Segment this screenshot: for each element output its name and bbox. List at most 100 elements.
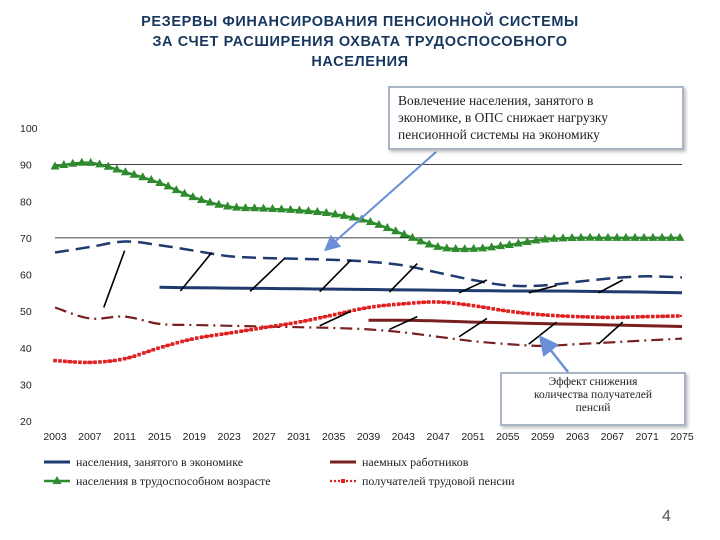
callout-involvement-line-2: экономике, в ОПС снижает нагрузку [398,110,609,125]
series-marker [442,243,452,252]
series-marker [406,301,411,306]
series-marker [122,356,127,361]
connector-line [319,310,352,327]
series-marker [93,360,97,365]
callout-effect-line-3: пенсий [575,402,611,414]
series-marker [382,303,386,308]
series-marker [655,314,660,319]
series-marker [330,209,340,218]
chart-series [50,157,685,365]
x-tick-label: 2051 [461,431,485,443]
callout-involvement: Вовлечение населения, занятого в экономи… [388,86,684,150]
series-marker [223,201,233,210]
series-marker [323,314,327,319]
series-marker [461,302,466,307]
series-marker [426,300,431,304]
series-marker [571,314,575,319]
series-marker [621,315,625,320]
series-marker [328,313,332,318]
series-marker [73,360,77,364]
series-marker [486,306,491,310]
series-marker [205,197,215,206]
series-marker [603,232,613,241]
series-marker [541,313,545,317]
series-marker [180,339,184,344]
series-marker [675,314,680,318]
series-marker [460,244,470,253]
series-marker [339,210,349,219]
connector-line [528,284,557,294]
series-marker [431,300,436,304]
series-marker [411,301,416,305]
series-marker [312,206,322,215]
series-marker [576,314,580,319]
series-marker [576,232,586,241]
x-tick-label: 2055 [496,431,520,443]
x-tick-label: 2007 [78,431,102,443]
x-tick-label: 2043 [392,431,416,443]
slide-title: РЕЗЕРВЫ ФИНАНСИРОВАНИЯ ПЕНСИОННОЙ СИСТЕМ… [40,12,680,72]
series-marker [581,314,585,319]
series-marker [190,337,194,341]
series-marker [258,203,268,212]
series-marker [294,205,304,214]
series-marker [501,308,505,313]
series-marker [298,319,303,324]
series-marker [352,308,357,313]
series-marker [77,157,87,166]
series-marker [416,300,421,305]
x-tick-label: 2063 [566,431,590,443]
legend-label: наемных работников [362,455,469,469]
series-line [54,306,683,348]
series-marker [103,359,107,364]
series-marker [318,315,322,320]
series-marker [98,360,102,364]
series-marker [151,347,156,352]
series-marker [611,315,615,320]
series-marker [377,304,381,308]
page-number: 4 [662,508,671,525]
series-marker [68,359,72,364]
callout-arrows [324,151,569,373]
legend-label: населения, занятого в экономике [76,455,243,469]
series-marker [496,307,500,312]
series-line [54,161,682,251]
series-marker [278,323,283,327]
series-marker [86,157,96,166]
callout-recipients-effect: Эффект снижения количества получателей п… [500,372,686,426]
connector-line [528,321,558,345]
series-marker [142,351,146,355]
series-marker [521,311,525,315]
series-marker [285,204,295,213]
callout-effect-line-1: Эффект снижения [548,376,638,388]
series-marker [441,300,446,305]
series-marker [196,194,206,203]
connector-line [458,317,488,338]
series-marker [670,314,675,318]
series-marker [635,315,640,319]
series-marker [155,177,165,186]
series-marker [531,312,535,316]
series-marker [50,161,60,170]
series-marker [567,233,577,242]
series-marker [120,167,130,176]
series-marker [387,303,391,307]
series-marker [556,313,560,318]
series-marker [591,315,595,319]
series-marker [526,311,530,316]
series-marker [229,330,234,335]
chart-legend: населения, занятого в экономике наемных р… [44,455,515,488]
series-marker [616,315,620,320]
series-marker [273,324,278,328]
y-tick-label: 70 [20,233,32,245]
series-marker [219,332,224,337]
series-marker [551,313,555,318]
series-marker [476,304,481,309]
series-marker [558,233,568,242]
series-marker [161,345,165,349]
series-marker [180,188,190,197]
series-marker [621,232,631,241]
series-marker [657,232,667,241]
chart-gridlines [55,164,682,239]
series-marker [234,330,239,334]
